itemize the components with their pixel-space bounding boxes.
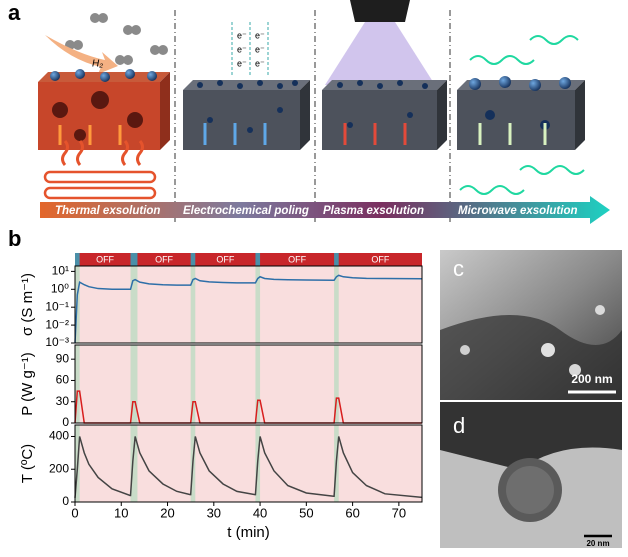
on-band [255,345,261,423]
block-plasma [322,80,447,150]
electron-label: e⁻ [255,58,265,68]
on-segment [190,253,196,266]
x-tick-label: 60 [345,505,359,520]
y-tick-label: 10⁻¹ [45,299,69,313]
state-bar [75,253,422,266]
stage-label: Electrochemical poling [183,205,309,217]
x-tick-label: 20 [160,505,174,520]
on-band [130,425,138,502]
y-tick-label: 90 [56,351,70,365]
block-thermal [38,69,170,150]
electron-label: e⁻ [237,58,247,68]
microwaves [459,35,585,195]
y-tick-label: 10¹ [52,264,69,278]
x-tick-label: 40 [253,505,267,520]
y-tick-label: 0 [62,415,69,429]
on-segment [75,253,80,266]
on-segment [334,253,339,266]
y-tick-label: 10⁻³ [45,335,69,349]
gas-molecules [65,13,168,65]
on-band [190,345,196,423]
data-line [74,274,423,344]
off-label: OFF [288,254,306,264]
scale-bar-label: 20 nm [586,539,609,548]
panel-label: d [453,413,465,438]
y-axis-label: σ (S m⁻¹) [19,273,36,336]
plot-frame [74,265,423,344]
electron-paths [231,22,269,75]
separators [174,10,451,222]
block-microwave [457,76,585,150]
y-tick-label: 10⁰ [51,281,69,295]
heater [43,140,157,200]
electron-label: e⁻ [255,30,265,40]
x-tick-label: 70 [392,505,406,520]
tem-image [440,402,622,548]
y-tick-label: 400 [49,429,69,443]
x-tick-label: 50 [299,505,313,520]
chart-area: OFF OFF OFF OFF OFF 10¹ 10⁰ 10⁻¹ 10⁻² 10⁻³ σ (S m⁻… [19,253,423,541]
y-tick-label: 0 [62,494,69,508]
y-tick-label: 60 [56,373,70,387]
on-band [190,266,196,343]
plasma-source [325,0,435,85]
plot-background [75,266,422,343]
panel-label: a [8,0,21,25]
block-electrochemical [183,80,310,150]
x-tick-label: 10 [114,505,128,520]
panel-label: b [8,226,21,251]
sem-image [440,250,622,400]
y-axis-label: P (W g⁻¹) [19,352,36,415]
x-tick-label: 0 [71,505,78,520]
y-tick-label: 30 [56,394,70,408]
electron-label: e⁻ [237,44,247,54]
panel-label: c [453,256,464,281]
y-axis-label: T (ºC) [19,444,36,483]
electron-label: e⁻ [237,30,247,40]
on-band [334,266,339,343]
gas-label: H₂ [92,59,103,70]
on-band [75,345,80,423]
plot-frame [74,424,423,503]
off-label: OFF [96,254,114,264]
on-band [255,266,261,343]
x-tick-label: 30 [207,505,221,520]
on-segment [255,253,261,266]
x-axis-label: t (min) [227,524,270,541]
electron-label: e⁻ [255,44,265,54]
electron-labels: e⁻ e⁻ e⁻ e⁻ e⁻ e⁻ [237,30,265,68]
stage-label: Plasma exsolution [323,205,424,217]
on-band [130,345,138,423]
off-label: OFF [371,254,389,264]
plot-background [75,345,422,423]
stage-label: Microwave exsolution [458,205,578,217]
stage-labels: Thermal exsolution Electrochemical polin… [55,205,578,217]
scale-bar-label: 200 nm [571,372,612,386]
plot-frame [74,344,423,424]
on-segment [130,253,138,266]
stage-label: Thermal exsolution [55,205,160,217]
process-arrow [40,196,610,224]
on-band [334,345,339,423]
on-band [130,266,138,343]
off-label: OFF [216,254,234,264]
plot-background [75,425,422,502]
gas-flow-arrow [45,35,118,74]
y-tick-label: 10⁻² [45,317,69,331]
off-label: OFF [155,254,173,264]
data-line [74,436,423,499]
y-tick-label: 200 [49,461,69,475]
